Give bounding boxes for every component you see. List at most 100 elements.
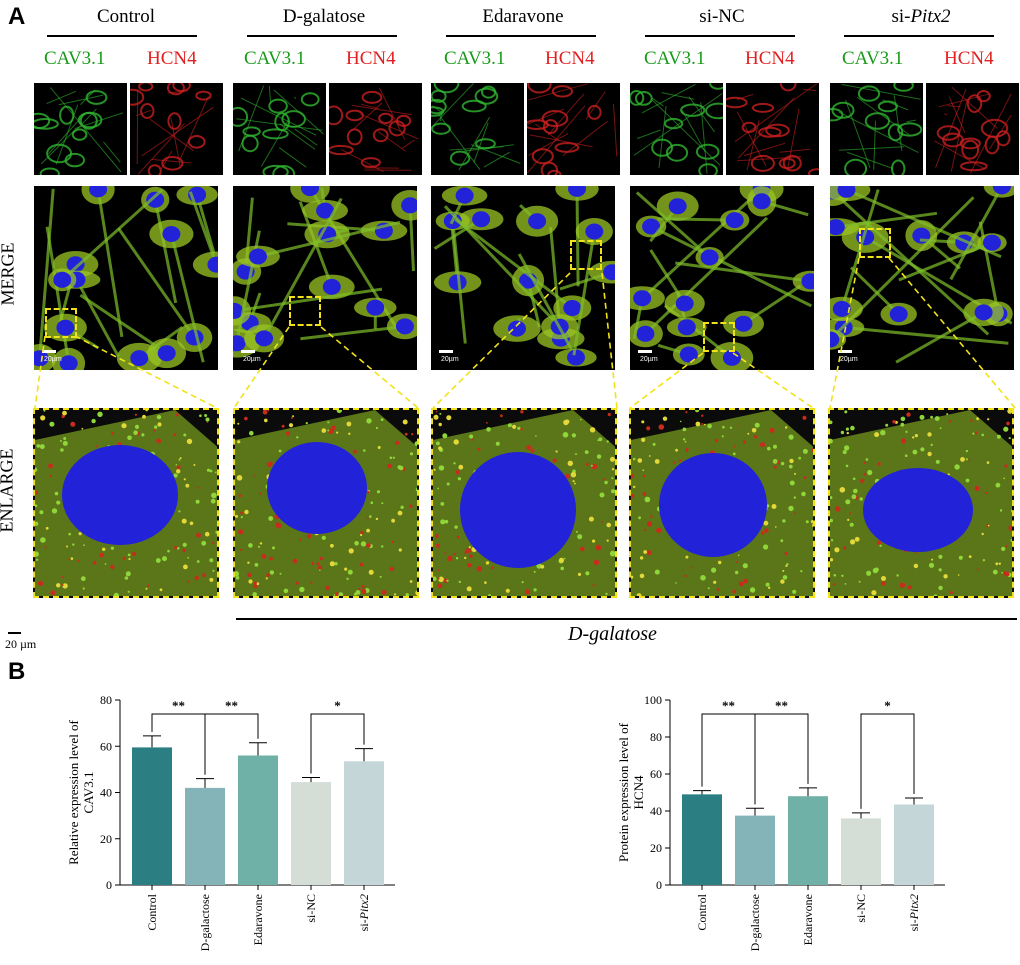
cell-process	[96, 189, 124, 338]
fluorescent-speck	[247, 572, 252, 577]
group-title-control: Control	[96, 6, 156, 27]
cell-outline	[543, 119, 559, 135]
cell-outline	[782, 154, 802, 172]
cell-process	[528, 83, 589, 101]
fluorescent-speck	[334, 592, 339, 596]
fluorescent-speck	[193, 464, 196, 466]
cell-outline	[272, 165, 296, 175]
fluorescent-speck	[247, 561, 250, 564]
fluorescent-speck	[366, 418, 372, 424]
cell-outline	[980, 118, 1009, 138]
bar	[344, 761, 384, 885]
fluorescent-speck	[35, 551, 39, 557]
fluorescent-speck	[939, 427, 942, 430]
cell-process	[969, 93, 1012, 174]
cell-process	[562, 120, 609, 157]
cell-process	[170, 117, 181, 167]
fluorescent-speck	[235, 576, 240, 580]
cell-outline	[531, 148, 554, 165]
cell-process	[74, 112, 123, 130]
fluorescent-speck	[843, 445, 850, 451]
cell-process	[935, 89, 967, 168]
zoom-region-box	[289, 296, 321, 326]
cell-outline	[449, 150, 471, 166]
fluorescent-speck	[743, 578, 749, 584]
fluorescent-speck	[268, 461, 273, 466]
fluorescent-speck	[642, 469, 644, 471]
fluorescent-speck	[311, 562, 315, 566]
fluorescent-speck	[938, 554, 943, 559]
fluorescent-speck	[80, 576, 86, 582]
cell-process	[802, 88, 817, 92]
fluorescent-speck	[812, 523, 813, 528]
cell-process	[279, 147, 307, 168]
fluorescent-speck	[113, 592, 119, 596]
cell-process	[352, 104, 412, 116]
group-underline	[645, 35, 795, 37]
fluorescent-speck	[342, 595, 346, 596]
fluorescent-speck	[927, 432, 932, 437]
fluorescent-speck	[176, 547, 180, 550]
y-tick-label: 20	[100, 832, 112, 846]
fluorescent-speck	[249, 430, 254, 436]
cell-process	[585, 91, 606, 120]
y-tick-label: 20	[650, 841, 662, 855]
cell-process	[234, 287, 383, 313]
fluorescent-speck	[695, 421, 701, 427]
fluorescent-speck	[455, 470, 460, 475]
hcn4-channel-image	[726, 83, 819, 175]
x-tick-label: si-NC	[854, 894, 868, 923]
nucleus	[801, 273, 814, 290]
fluorescent-speck	[368, 569, 374, 575]
fluorescent-speck	[266, 573, 270, 577]
fluorescent-speck	[742, 563, 748, 569]
fluorescent-speck	[361, 585, 365, 588]
significance-bracket	[860, 713, 915, 809]
fluorescent-speck	[257, 545, 261, 548]
fluorescent-speck	[485, 561, 490, 565]
fluorescent-speck	[512, 424, 517, 429]
hcn4-channel-image	[527, 83, 620, 175]
fluorescent-speck	[259, 492, 262, 495]
cell-process	[408, 205, 415, 272]
fluorescent-speck	[194, 575, 199, 581]
fluorescent-speck	[468, 554, 473, 558]
x-tick-label: Edaravone	[251, 894, 265, 945]
group-title-dgalatose: D-galatose	[282, 6, 366, 27]
fluorescent-speck	[642, 492, 647, 496]
significance-label: **	[225, 698, 238, 713]
fluorescent-speck	[433, 576, 437, 581]
fluorescent-speck	[845, 464, 849, 468]
fluorescent-speck	[321, 428, 327, 433]
fluorescent-speck	[102, 547, 106, 551]
fluorescent-speck	[992, 569, 998, 575]
nucleus	[983, 234, 1001, 251]
nucleus	[146, 191, 165, 208]
x-tick-label: si-NC	[304, 894, 318, 923]
fluorescent-speck	[61, 414, 65, 419]
cell-outline	[433, 83, 460, 94]
cell-process	[40, 129, 76, 165]
nucleus	[366, 299, 385, 316]
fluorescent-speck	[987, 524, 990, 527]
fluorescent-speck	[279, 572, 282, 575]
cell-outline	[864, 112, 891, 130]
fluorescent-speck	[444, 519, 449, 524]
fluorescent-speck	[850, 539, 856, 545]
cell-process	[293, 96, 297, 99]
fluorescent-speck	[904, 454, 908, 457]
fluorescent-speck	[995, 482, 1001, 488]
nucleus	[322, 278, 341, 295]
scale-bar-label: 20µm	[640, 356, 658, 363]
fluorescent-speck	[210, 498, 216, 504]
fluorescent-speck	[346, 577, 349, 581]
fluorescent-speck	[958, 555, 963, 560]
fluorescent-speck	[465, 548, 471, 553]
fluorescent-speck	[536, 563, 542, 569]
fluorescent-speck	[269, 570, 275, 575]
cell-outline	[431, 98, 447, 115]
fluorescent-speck	[685, 411, 688, 414]
cell-process	[779, 148, 811, 153]
fluorescent-speck	[59, 440, 62, 442]
fluorescent-speck	[588, 516, 594, 522]
